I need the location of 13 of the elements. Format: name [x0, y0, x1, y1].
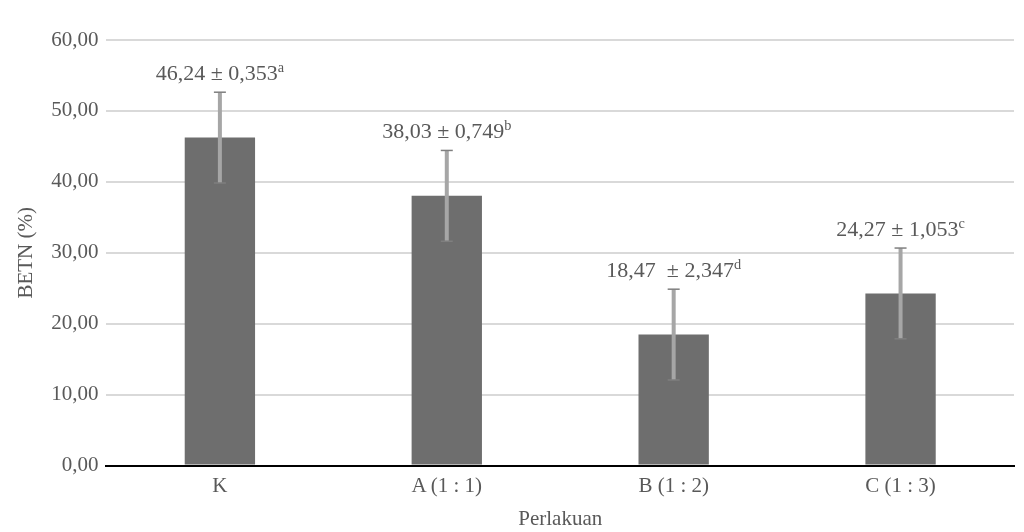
y-tick-label: 40,00 — [51, 168, 99, 193]
x-tick-label: K — [212, 472, 228, 497]
x-axis-title: Perlakuan — [518, 505, 603, 530]
y-tick-label: 30,00 — [51, 239, 99, 264]
y-axis-title: BETN (%) — [13, 207, 38, 299]
y-tick-label: 20,00 — [51, 310, 99, 335]
y-tick-label: 60,00 — [51, 26, 99, 51]
y-tick-label: 10,00 — [51, 381, 99, 406]
x-tick-label: B (1 : 2) — [638, 472, 709, 497]
y-tick-label: 0,00 — [61, 452, 99, 477]
x-tick-label: C (1 : 3) — [865, 472, 936, 497]
y-tick-label: 50,00 — [51, 97, 99, 122]
x-tick-label: A (1 : 1) — [411, 472, 483, 497]
